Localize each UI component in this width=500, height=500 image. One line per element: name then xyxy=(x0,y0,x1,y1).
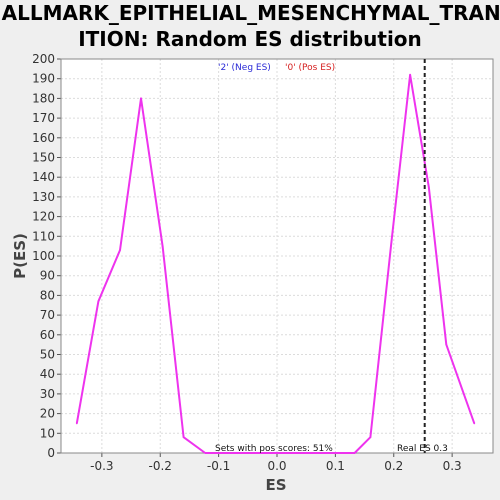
legend-pos-es: '0' (Pos ES) xyxy=(285,63,335,73)
es-distribution-point xyxy=(225,452,228,454)
y-tick-label: 200 xyxy=(32,52,55,66)
es-distribution-point xyxy=(204,452,206,454)
es-distribution-point xyxy=(409,73,411,76)
es-distribution-point xyxy=(161,245,164,247)
es-distribution-point xyxy=(332,452,335,454)
y-tick-label: 150 xyxy=(32,151,55,165)
x-axis-label: ES xyxy=(265,476,286,494)
y-tick-label: 120 xyxy=(32,210,55,224)
es-distribution-point xyxy=(247,452,249,454)
y-tick-label: 190 xyxy=(32,72,55,86)
es-distribution-point xyxy=(311,452,313,454)
pos-scores-annotation: Sets with pos scores: 51% xyxy=(215,444,333,454)
es-distribution-point xyxy=(473,422,476,425)
y-tick-label: 40 xyxy=(40,367,55,381)
y-tick-label: 20 xyxy=(40,407,55,421)
y-tick-label: 180 xyxy=(32,91,55,105)
y-tick-label: 80 xyxy=(40,288,55,302)
y-tick-label: 90 xyxy=(40,269,55,283)
y-tick-label: 160 xyxy=(32,131,55,145)
legend-neg-es: '2' (Neg ES) xyxy=(218,63,271,73)
axes-layer: 0 10 20 30 40 50 60 70 80 90 100 110 120 130 140 150 160… xyxy=(32,52,494,473)
real-es-label: Real ES 0.3 xyxy=(397,444,448,454)
es-distribution-point xyxy=(75,422,78,425)
es-distribution-point xyxy=(140,97,142,100)
y-tick-label: 30 xyxy=(40,387,55,401)
x-tick-label: 0.3 xyxy=(443,459,462,473)
series-layer xyxy=(75,73,476,454)
es-distribution-point xyxy=(182,436,185,439)
es-distribution-point xyxy=(369,436,372,439)
x-tick-label: -0.2 xyxy=(149,459,172,473)
grid-layer xyxy=(61,58,493,454)
y-tick-label: 100 xyxy=(32,249,55,263)
es-distribution-point xyxy=(119,249,121,251)
chart-title-line-1: HALLMARK_EPITHELIAL_MESENCHYMAL_TRANS xyxy=(0,1,500,25)
es-distribution-point xyxy=(290,452,292,454)
es-distribution-point xyxy=(427,186,430,188)
y-tick-label: 140 xyxy=(32,170,55,184)
y-tick-label: 170 xyxy=(32,111,55,125)
x-tick-label: 0.2 xyxy=(384,459,403,473)
x-tick-label: -0.1 xyxy=(207,459,230,473)
x-tick-label: -0.3 xyxy=(90,459,113,473)
y-tick-label: 130 xyxy=(32,190,55,204)
y-tick-label: 70 xyxy=(40,308,55,322)
es-distribution-point xyxy=(353,452,356,454)
x-tick-label: 0.1 xyxy=(326,459,345,473)
chart-title-line-2: ITION: Random ES distribution xyxy=(78,27,422,51)
es-distribution-point xyxy=(390,241,393,244)
y-tick-label: 110 xyxy=(32,229,55,243)
x-tick-label: 0.0 xyxy=(267,459,286,473)
es-distribution-point xyxy=(445,343,448,346)
es-distribution-point xyxy=(463,393,465,395)
es-distribution-point xyxy=(268,452,271,454)
y-tick-label: 60 xyxy=(40,328,55,342)
y-tick-label: 50 xyxy=(40,348,55,362)
y-tick-label: 10 xyxy=(40,426,55,440)
y-tick-label: 0 xyxy=(47,446,55,460)
es-distribution-point xyxy=(97,300,100,303)
y-axis-label: P(ES) xyxy=(11,233,29,279)
